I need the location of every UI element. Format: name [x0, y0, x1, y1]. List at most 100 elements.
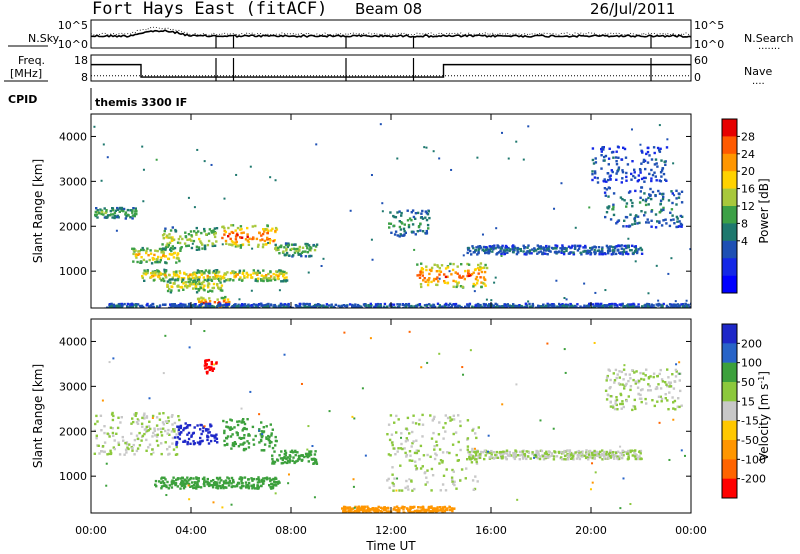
velocity-cell	[388, 438, 392, 442]
velocity-cell	[287, 482, 290, 485]
power-cell	[661, 193, 664, 196]
power-cell	[283, 270, 286, 274]
power-cell	[647, 292, 650, 295]
velocity-cell	[128, 443, 131, 446]
velocity-cell	[239, 476, 242, 479]
power-cell	[168, 241, 172, 244]
power-cell	[410, 230, 414, 233]
velocity-cell	[363, 508, 366, 512]
velocity-cell	[144, 427, 148, 431]
power-cell	[560, 250, 563, 253]
velocity-cell	[615, 398, 619, 402]
nave-label: Nave	[744, 65, 772, 78]
power-cell	[203, 160, 206, 163]
power-cell	[203, 278, 206, 282]
power-cell	[197, 230, 200, 233]
power-cell	[606, 172, 610, 175]
velocity-cell	[486, 450, 489, 453]
colorbar-tick-label: -15	[741, 415, 759, 428]
power-cell	[187, 284, 190, 288]
power-cell	[170, 253, 173, 256]
power-cell	[333, 306, 336, 308]
velocity-cell	[236, 420, 239, 423]
velocity-cell	[109, 449, 112, 452]
power-cell	[204, 303, 207, 306]
velocity-cell	[642, 372, 645, 375]
power-cell	[187, 276, 190, 279]
power-cell	[217, 303, 220, 306]
velocity-cell	[265, 478, 269, 481]
velocity-cell	[243, 422, 247, 426]
velocity-cell	[612, 372, 615, 375]
velocity-cell	[660, 397, 664, 401]
velocity-cell	[204, 361, 207, 365]
power-cell	[625, 252, 628, 255]
power-cell	[142, 272, 145, 275]
velocity-cell	[603, 457, 606, 460]
power-cell	[287, 244, 290, 247]
power-cell	[505, 306, 509, 308]
power-cell	[604, 289, 607, 292]
velocity-cell	[162, 372, 165, 375]
power-cell	[466, 262, 469, 266]
power-cell	[201, 272, 204, 275]
power-cell	[608, 187, 611, 190]
velocity-cell	[274, 435, 277, 439]
power-cell	[204, 300, 208, 304]
velocity-cell	[247, 486, 250, 489]
power-cell	[279, 272, 283, 275]
power-cell	[482, 276, 486, 279]
power-cell	[243, 276, 246, 279]
power-cell	[306, 251, 310, 254]
power-cell	[494, 247, 497, 250]
power-cell	[105, 209, 108, 212]
velocity-cell	[125, 441, 129, 444]
power-cell	[413, 248, 416, 251]
velocity-cell	[390, 441, 394, 444]
velocity-cell	[166, 448, 169, 451]
velocity-cell	[499, 453, 502, 456]
velocity-cell	[176, 436, 180, 439]
power-cell	[658, 221, 661, 224]
time-axis-label: Time UT	[365, 539, 416, 553]
power-cell	[393, 233, 397, 236]
power-cell	[564, 303, 567, 306]
power-cell	[586, 249, 589, 252]
power-cell	[426, 283, 430, 287]
velocity-cell	[405, 427, 408, 430]
power-cell	[654, 194, 657, 198]
velocity-cell	[474, 432, 477, 435]
power-cell	[274, 243, 277, 247]
power-cell	[106, 214, 110, 217]
colorbar-tick-label: 15	[741, 395, 755, 408]
power-cell	[379, 304, 382, 307]
velocity-cell	[494, 456, 497, 459]
velocity-cell	[614, 368, 618, 372]
power-cell	[613, 245, 617, 249]
power-cell	[152, 271, 155, 274]
velocity-cell	[135, 421, 139, 424]
power-cell	[401, 234, 404, 237]
velocity-cell	[434, 507, 438, 510]
velocity-cell	[544, 455, 547, 459]
velocity-cell	[635, 370, 638, 373]
power-cell	[662, 302, 665, 306]
velocity-cell	[210, 367, 213, 370]
velocity-cell	[512, 451, 515, 455]
velocity-cell	[438, 352, 441, 355]
velocity-cell	[615, 396, 618, 399]
velocity-cell	[627, 455, 630, 458]
velocity-cell	[405, 479, 408, 483]
velocity-cell	[403, 506, 406, 509]
power-cell	[269, 277, 272, 280]
velocity-cell	[285, 461, 289, 465]
velocity-cell	[152, 451, 155, 454]
velocity-cell	[563, 348, 566, 351]
velocity-cell	[312, 462, 315, 465]
velocity-cell	[668, 458, 671, 461]
velocity-cell	[176, 485, 179, 488]
power-cell	[660, 224, 664, 227]
power-cell	[238, 271, 241, 274]
velocity-cell	[187, 431, 191, 435]
power-cell	[418, 303, 422, 306]
